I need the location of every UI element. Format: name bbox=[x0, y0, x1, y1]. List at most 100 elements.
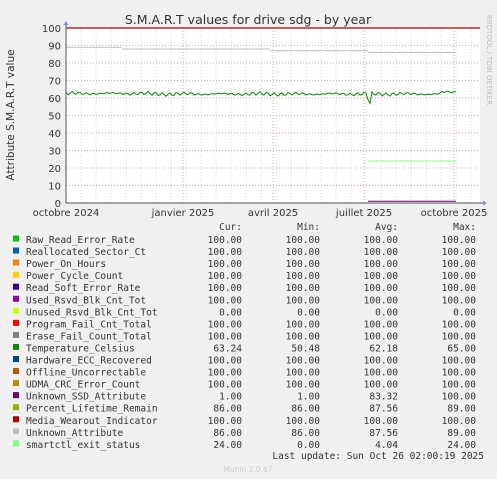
x-tick-label: avril 2025 bbox=[248, 208, 298, 219]
y-axis-arrow bbox=[63, 21, 69, 25]
legend-value-avg: 100.00 bbox=[364, 247, 399, 258]
legend-value-min: 100.00 bbox=[286, 380, 321, 391]
legend-value-cur: 86.00 bbox=[213, 404, 242, 415]
legend-value-min: 100.00 bbox=[286, 283, 321, 294]
legend-value-cur: 63.24 bbox=[213, 343, 242, 354]
legend-series-name: Read_Soft_Error_Rate bbox=[26, 283, 141, 294]
x-tick-label: octobre 2025 bbox=[421, 208, 488, 219]
legend-value-avg: 100.00 bbox=[364, 380, 399, 391]
legend-value-cur: 86.00 bbox=[213, 428, 242, 439]
legend-swatch bbox=[13, 319, 19, 326]
legend-value-max: 100.00 bbox=[442, 416, 477, 427]
legend-series-name: Offline_Uncorrectable bbox=[26, 368, 146, 379]
legend-swatch bbox=[13, 283, 19, 290]
legend-value-avg: 83.32 bbox=[369, 392, 398, 403]
legend-value-min: 0.00 bbox=[297, 440, 320, 451]
legend-value-avg: 100.00 bbox=[364, 416, 399, 427]
legend: Cur: Min: Avg: Max: Raw_Read_Error_Rate 100.0… bbox=[13, 222, 476, 451]
legend-swatch bbox=[13, 235, 19, 242]
legend-value-cur: 100.00 bbox=[208, 295, 243, 306]
legend-value-max: 100.00 bbox=[442, 356, 477, 367]
legend-value-avg: 100.00 bbox=[364, 271, 399, 282]
legend-value-min: 100.00 bbox=[286, 271, 321, 282]
legend-value-min: 100.00 bbox=[286, 295, 321, 306]
legend-value-cur: 100.00 bbox=[208, 380, 243, 391]
legend-value-min: 100.00 bbox=[286, 235, 321, 246]
y-tick-label: 0 bbox=[55, 199, 61, 210]
legend-value-cur: 100.00 bbox=[208, 356, 243, 367]
legend-header-cur: Cur: bbox=[219, 222, 242, 233]
legend-series-name: Power_On_Hours bbox=[26, 259, 106, 270]
legend-header-min: Min: bbox=[297, 222, 320, 233]
x-axis-arrow bbox=[483, 200, 487, 206]
legend-value-max: 100.00 bbox=[442, 392, 477, 403]
legend-value-min: 1.00 bbox=[297, 392, 320, 403]
legend-swatch bbox=[13, 343, 19, 350]
legend-swatch bbox=[13, 247, 19, 254]
legend-value-max: 100.00 bbox=[442, 368, 477, 379]
legend-swatch bbox=[13, 368, 19, 375]
legend-series-name: Media_Wearout_Indicator bbox=[26, 416, 158, 427]
legend-value-max: 89.00 bbox=[447, 404, 476, 415]
legend-series-name: Percent_Lifetime_Remain bbox=[26, 404, 158, 415]
legend-value-avg: 100.00 bbox=[364, 259, 399, 270]
legend-value-max: 65.00 bbox=[447, 343, 476, 354]
legend-value-max: 100.00 bbox=[442, 380, 477, 391]
legend-value-cur: 100.00 bbox=[208, 368, 243, 379]
legend-value-max: 89.00 bbox=[447, 428, 476, 439]
legend-value-cur: 100.00 bbox=[208, 416, 243, 427]
series-lines bbox=[65, 27, 480, 202]
axes: 0 10 20 30 40 50 60 70 80 90 100 octobre 2024 janvie… bbox=[33, 21, 488, 219]
legend-value-cur: 100.00 bbox=[208, 331, 243, 342]
legend-value-avg: 100.00 bbox=[364, 331, 399, 342]
legend-swatch bbox=[13, 356, 19, 362]
series-temperature-celsius bbox=[65, 90, 457, 105]
y-tick-label: 30 bbox=[48, 147, 61, 158]
legend-value-cur: 100.00 bbox=[208, 235, 243, 246]
legend-value-cur: 100.00 bbox=[208, 319, 243, 330]
y-tick-label: 90 bbox=[48, 42, 61, 53]
y-tick-label: 80 bbox=[48, 59, 61, 70]
legend-swatch bbox=[13, 307, 19, 314]
legend-value-cur: 100.00 bbox=[208, 259, 243, 270]
legend-series-name: Erase_Fail_Count_Total bbox=[26, 331, 152, 342]
legend-value-max: 100.00 bbox=[442, 283, 477, 294]
legend-value-avg: 87.56 bbox=[369, 428, 398, 439]
munin-version: Munin 2.0.67 bbox=[223, 465, 272, 474]
legend-swatch bbox=[13, 392, 19, 399]
legend-value-cur: 24.00 bbox=[213, 440, 242, 451]
legend-value-avg: 100.00 bbox=[364, 283, 399, 294]
legend-value-cur: 1.00 bbox=[219, 392, 242, 403]
legend-header-max: Max: bbox=[453, 222, 476, 233]
legend-value-min: 50.48 bbox=[291, 343, 320, 354]
y-tick-label: 60 bbox=[48, 94, 61, 105]
legend-value-avg: 100.00 bbox=[364, 368, 399, 379]
y-tick-label: 10 bbox=[48, 182, 61, 193]
legend-value-min: 100.00 bbox=[286, 356, 321, 367]
legend-value-min: 0.00 bbox=[297, 307, 320, 318]
legend-swatch bbox=[13, 295, 19, 302]
legend-value-min: 100.00 bbox=[286, 416, 321, 427]
legend-value-avg: 4.04 bbox=[375, 440, 398, 451]
legend-value-max: 100.00 bbox=[442, 331, 477, 342]
legend-value-cur: 100.00 bbox=[208, 247, 243, 258]
x-tick-label: octobre 2024 bbox=[33, 208, 100, 219]
chart-title: S.M.A.R.T values for drive sdg - by year bbox=[125, 12, 372, 27]
legend-swatch bbox=[13, 271, 19, 278]
legend-value-cur: 0.00 bbox=[219, 307, 242, 318]
legend-swatch bbox=[13, 404, 19, 411]
legend-value-max: 24.00 bbox=[447, 440, 476, 451]
legend-value-min: 100.00 bbox=[286, 368, 321, 379]
legend-value-max: 100.00 bbox=[442, 295, 477, 306]
legend-series-name: Power_Cycle_Count bbox=[26, 271, 123, 282]
legend-value-max: 100.00 bbox=[442, 259, 477, 270]
legend-value-cur: 100.00 bbox=[208, 283, 243, 294]
legend-value-avg: 100.00 bbox=[364, 356, 399, 367]
legend-value-max: 100.00 bbox=[442, 247, 477, 258]
legend-series-name: Raw_Read_Error_Rate bbox=[26, 235, 135, 246]
legend-header-avg: Avg: bbox=[375, 222, 398, 233]
legend-value-min: 100.00 bbox=[286, 247, 321, 258]
legend-series-name: Hardware_ECC_Recovered bbox=[26, 356, 152, 367]
legend-value-min: 100.00 bbox=[286, 319, 321, 330]
